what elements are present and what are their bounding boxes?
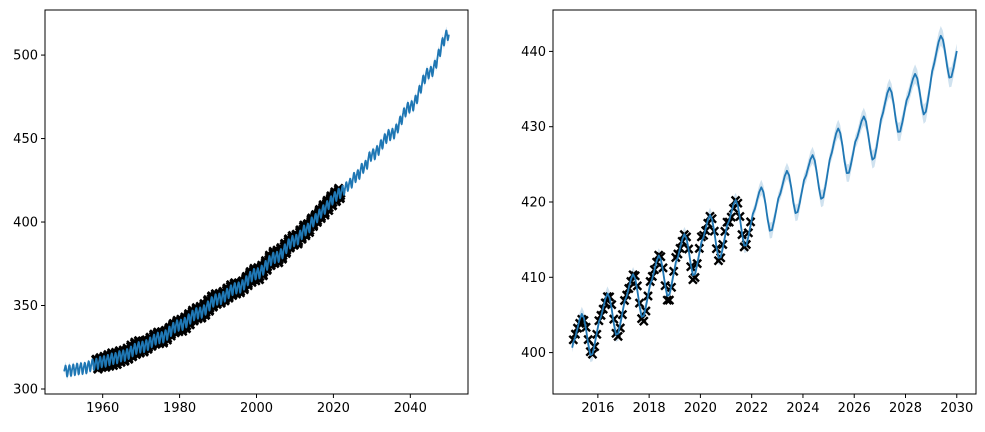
x-marker	[662, 295, 673, 306]
y-tick-label: 420	[521, 196, 546, 211]
y-tick-label: 500	[13, 49, 38, 64]
x-tick-label: 1960	[86, 401, 119, 416]
subplot-left-full-range: 1960 1980 2000 2020 2040 300 350 400 450 500	[13, 9, 469, 416]
x-tick-label: 2000	[240, 401, 273, 416]
x-tick-label: 2018	[633, 401, 666, 416]
x-marker	[694, 243, 705, 254]
y-tick-label: 400	[13, 216, 38, 231]
x-tick-label: 2024	[786, 401, 819, 416]
y-tick-label: 300	[13, 382, 38, 397]
y-tick-label: 450	[13, 132, 38, 147]
x-marker	[615, 323, 626, 333]
axes-frame	[44, 9, 469, 395]
gp-confidence-band	[64, 26, 449, 381]
x-tick-label: 2040	[394, 401, 427, 416]
x-tick-label: 2016	[581, 401, 614, 416]
y-tick-label: 440	[521, 45, 546, 60]
co2-monthly-measurements	[90, 183, 346, 375]
x-marker	[720, 226, 730, 237]
x-tick-label: 2028	[889, 401, 922, 416]
x-tick-label: 2030	[940, 401, 973, 416]
gp-mean-prediction	[63, 29, 450, 378]
subplot-right-zoom-forecast: 2016 2018 2020 2022 2024 2026 2028 2030 400 410 42…	[521, 9, 977, 416]
x-tick-label: 2020	[684, 401, 717, 416]
x-tick-label: 2020	[317, 401, 350, 416]
x-marker	[630, 270, 641, 281]
y-tick-label: 430	[521, 120, 546, 135]
x-marker	[638, 316, 649, 327]
y-tick-label: 410	[521, 271, 546, 286]
y-tick-label: 400	[521, 346, 546, 361]
gp-mean-prediction	[571, 34, 958, 357]
x-marker	[664, 295, 675, 305]
x-tick-label: 1980	[163, 401, 196, 416]
x-tick-label: 2026	[838, 401, 871, 416]
x-tick-label: 2022	[735, 401, 768, 416]
y-tick-label: 350	[13, 299, 38, 314]
x-marker	[641, 306, 651, 316]
